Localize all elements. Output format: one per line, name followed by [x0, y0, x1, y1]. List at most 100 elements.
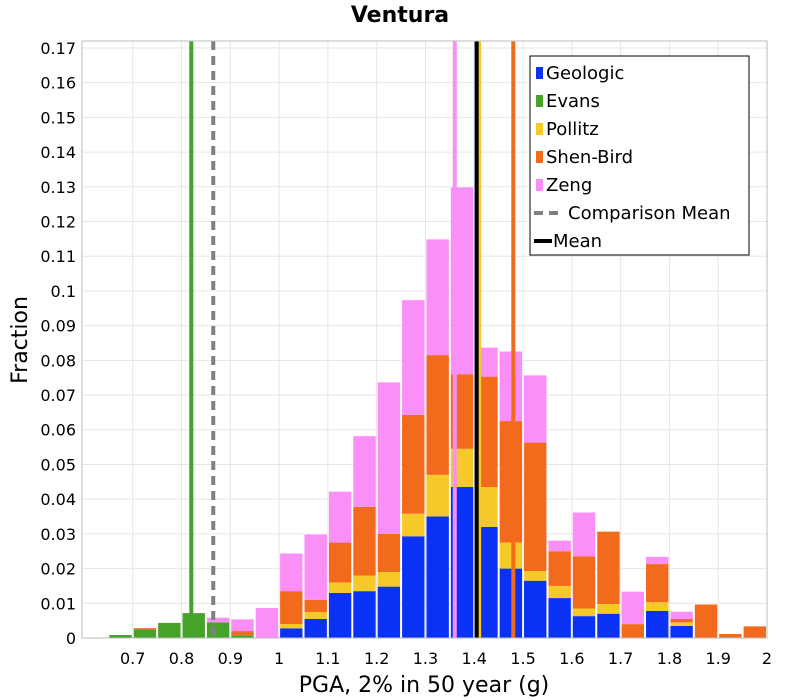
x-tick-label: 1.4	[462, 649, 487, 668]
y-tick-label: 0	[66, 629, 76, 648]
y-tick-label: 0.15	[40, 108, 76, 127]
bar-pollitz-1.65	[597, 603, 620, 614]
bar-shen-bird-1.50	[524, 442, 547, 572]
bar-pollitz-1.55	[548, 585, 571, 599]
legend-swatch-evans	[536, 95, 543, 107]
legend-label-evans: Evans	[546, 91, 600, 112]
bar-geologic-1.65	[597, 613, 620, 638]
bar-zeng-1.20	[377, 381, 401, 534]
bar-shen-bird-1.80	[670, 618, 693, 623]
y-tick-label: 0.08	[40, 351, 76, 370]
bar-geologic-1.10	[328, 592, 352, 638]
y-tick-label: 0.17	[40, 39, 76, 58]
bar-zeng-1.30	[426, 238, 449, 356]
legend-box	[529, 55, 750, 256]
bar-shen-bird-0.90	[231, 631, 254, 636]
bar-zeng-1.55	[548, 540, 571, 552]
bar-pollitz-1.45	[499, 542, 523, 569]
bar-zeng-0.90	[231, 618, 254, 632]
x-tick-label: 0.9	[218, 649, 243, 668]
bar-geologic-1.25	[402, 536, 425, 638]
x-tick-label: 0.7	[120, 649, 145, 668]
bar-pollitz-1.25	[402, 513, 425, 537]
bar-geologic-1.75	[646, 610, 669, 638]
bar-geologic-1.60	[572, 616, 596, 638]
legend-label-mean: Mean	[553, 231, 602, 252]
bar-geologic-1.20	[377, 586, 401, 638]
y-tick-label: 0.02	[40, 560, 76, 579]
bar-zeng-1.00	[280, 552, 303, 592]
bar-shen-bird-1.25	[402, 414, 425, 514]
bar-pollitz-1.00	[280, 624, 303, 629]
bar-zeng-1.45	[499, 350, 523, 422]
bar-geologic-1.55	[548, 598, 571, 638]
bar-shen-bird-1.70	[621, 624, 645, 638]
legend-swatch-zeng	[536, 179, 543, 191]
bar-shen-bird-0.70	[133, 627, 157, 630]
bar-shen-bird-1.30	[426, 355, 449, 475]
bar-geologic-1.30	[426, 516, 449, 638]
legend-swatch-geologic	[536, 67, 543, 79]
y-tick-label: 0.14	[40, 143, 76, 162]
y-tick-label: 0.06	[40, 421, 76, 440]
x-tick-label: 1.6	[559, 649, 584, 668]
legend-label-zeng: Zeng	[546, 175, 592, 196]
legend-label-geologic: Geologic	[546, 63, 624, 84]
chart-title: Ventura	[351, 3, 449, 28]
y-tick-label: 0.03	[40, 525, 76, 544]
y-tick-label: 0.09	[40, 317, 76, 336]
bar-pollitz-1.20	[377, 572, 401, 587]
bar-evans-0.90	[231, 635, 254, 638]
bar-pollitz-1.05	[304, 611, 327, 619]
x-tick-label: 1.2	[364, 649, 389, 668]
bar-geologic-1.05	[304, 618, 327, 638]
bar-shen-bird-1.00	[280, 591, 303, 625]
bar-zeng-1.15	[353, 435, 376, 507]
legend-label-pollitz: Pollitz	[546, 119, 599, 140]
bar-pollitz-1.30	[426, 474, 449, 517]
bar-geologic-1.80	[670, 625, 693, 638]
bar-geologic-1.45	[499, 568, 523, 638]
x-axis-label: PGA, 2% in 50 year (g)	[299, 673, 550, 698]
bar-evans-0.70	[133, 629, 157, 638]
x-tick-label: 1.5	[510, 649, 535, 668]
bar-shen-bird-1.75	[646, 564, 669, 603]
y-tick-label: 0.16	[40, 74, 76, 93]
bar-zeng-1.70	[621, 591, 645, 625]
bar-evans-0.75	[158, 622, 181, 638]
bar-pollitz-1.50	[524, 571, 547, 581]
bar-zeng-0.95	[255, 607, 279, 638]
y-tick-label: 0.13	[40, 178, 76, 197]
x-tick-label: 0.8	[169, 649, 194, 668]
bar-zeng-0.85	[206, 617, 230, 623]
bar-shen-bird-1.20	[377, 533, 401, 573]
legend-swatch-pollitz	[536, 123, 543, 135]
x-tick-label: 1	[274, 649, 284, 668]
bar-pollitz-1.10	[328, 582, 352, 593]
bar-zeng-1.05	[304, 533, 327, 600]
bar-zeng-1.50	[524, 374, 547, 443]
mean-lines	[189, 41, 516, 638]
x-tick-label: 1.3	[413, 649, 438, 668]
y-tick-label: 0.12	[40, 212, 76, 231]
bar-pollitz-1.60	[572, 608, 596, 617]
bar-evans-0.85	[206, 622, 230, 638]
y-tick-label: 0.01	[40, 594, 76, 613]
bar-shen-bird-1.90	[719, 633, 742, 638]
bar-shen-bird-1.60	[572, 556, 596, 609]
bar-pollitz-1.80	[670, 622, 693, 626]
bar-geologic-1.50	[524, 580, 547, 638]
plot-frame	[81, 40, 768, 639]
legend-swatch-shen-bird	[536, 151, 543, 163]
bar-zeng-1.80	[670, 611, 693, 619]
legend: Geologic Evans Pollitz Shen-Bird Zeng Compari…	[529, 55, 750, 256]
bar-shen-bird-1.65	[597, 531, 620, 604]
y-axis-ticks: 0 0.01 0.02 0.03 0.04 0.05 0.06 0.07 0.08 0.09 0.1…	[40, 39, 76, 648]
x-axis-ticks: 0.7 0.8 0.9 1 1.1 1.2 1.3 1.4 1.5 1.6 1.7 1.8 1.9 2	[120, 649, 772, 668]
bar-zeng-1.25	[402, 299, 425, 415]
x-tick-label: 1.9	[705, 649, 730, 668]
bar-geologic-1.15	[353, 591, 376, 638]
bar-pollitz-1.75	[646, 602, 669, 611]
legend-label-comparison-mean: Comparison Mean	[568, 203, 731, 224]
